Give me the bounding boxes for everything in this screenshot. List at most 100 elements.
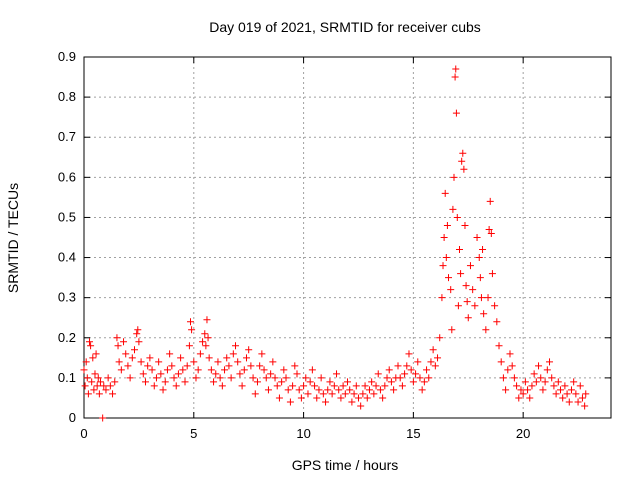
data-point bbox=[405, 350, 413, 358]
data-point bbox=[114, 342, 122, 350]
data-point bbox=[370, 390, 378, 398]
data-point bbox=[376, 386, 384, 394]
data-point bbox=[113, 334, 121, 342]
data-point bbox=[139, 370, 147, 378]
data-point bbox=[515, 394, 523, 402]
data-point bbox=[168, 362, 176, 370]
data-point bbox=[443, 221, 451, 229]
y-tick-label: 0.5 bbox=[58, 209, 76, 224]
data-point bbox=[210, 378, 218, 386]
data-point bbox=[552, 390, 560, 398]
data-point bbox=[251, 390, 259, 398]
data-point bbox=[319, 390, 327, 398]
data-point bbox=[346, 386, 354, 394]
data-point bbox=[431, 362, 439, 370]
data-point bbox=[81, 382, 89, 390]
data-point bbox=[582, 390, 590, 398]
data-point bbox=[204, 334, 212, 342]
data-point bbox=[275, 394, 283, 402]
data-point bbox=[216, 374, 224, 382]
y-axis-label: SRMTID / TECUs bbox=[5, 183, 21, 293]
data-point bbox=[475, 254, 483, 262]
data-point bbox=[172, 382, 180, 390]
data-point bbox=[157, 370, 165, 378]
data-point bbox=[333, 370, 341, 378]
data-point bbox=[390, 386, 398, 394]
data-point bbox=[412, 370, 420, 378]
data-point bbox=[365, 386, 373, 394]
data-point bbox=[460, 165, 468, 173]
data-point bbox=[122, 350, 130, 358]
data-point bbox=[317, 374, 325, 382]
data-point bbox=[440, 234, 448, 241]
data-point bbox=[221, 366, 229, 374]
data-point bbox=[559, 394, 567, 402]
data-point bbox=[313, 394, 321, 402]
data-point bbox=[374, 370, 382, 378]
data-point bbox=[491, 302, 499, 310]
data-point bbox=[120, 338, 128, 346]
data-point bbox=[90, 386, 98, 394]
data-point bbox=[510, 374, 518, 382]
data-point bbox=[109, 390, 117, 398]
data-point bbox=[473, 234, 481, 241]
data-point bbox=[85, 338, 93, 346]
data-point bbox=[394, 362, 402, 370]
data-point bbox=[508, 362, 516, 370]
data-point bbox=[442, 254, 450, 262]
data-point bbox=[466, 262, 474, 270]
data-point bbox=[134, 326, 142, 334]
data-point bbox=[194, 366, 202, 374]
data-point bbox=[578, 394, 586, 402]
data-point bbox=[267, 370, 275, 378]
data-point bbox=[398, 382, 406, 390]
data-point bbox=[458, 157, 466, 165]
data-point bbox=[513, 382, 521, 390]
data-point bbox=[256, 362, 264, 370]
data-point bbox=[401, 370, 409, 378]
data-point bbox=[284, 386, 292, 394]
data-point bbox=[229, 350, 237, 358]
data-point bbox=[487, 229, 495, 237]
data-point bbox=[429, 346, 437, 354]
data-point bbox=[133, 330, 141, 338]
data-point bbox=[447, 286, 455, 294]
data-point bbox=[381, 382, 389, 390]
data-point bbox=[141, 378, 149, 386]
data-point bbox=[155, 358, 163, 366]
data-point bbox=[202, 342, 210, 350]
data-point bbox=[462, 282, 470, 290]
data-point bbox=[379, 394, 387, 402]
data-point bbox=[541, 378, 549, 386]
data-point bbox=[469, 286, 477, 294]
x-axis-label: GPS time / hours bbox=[292, 457, 399, 473]
data-point bbox=[96, 378, 104, 386]
data-point bbox=[337, 394, 345, 402]
data-point bbox=[240, 366, 248, 374]
data-point bbox=[150, 382, 158, 390]
data-point bbox=[476, 274, 484, 282]
data-point bbox=[451, 73, 459, 81]
data-point bbox=[311, 382, 319, 390]
data-point bbox=[576, 382, 584, 390]
data-points bbox=[80, 65, 590, 422]
data-point bbox=[330, 382, 338, 390]
data-point bbox=[190, 358, 198, 366]
data-point bbox=[461, 221, 469, 229]
data-point bbox=[450, 173, 458, 181]
data-point bbox=[570, 378, 578, 386]
data-point bbox=[304, 390, 312, 398]
data-point bbox=[556, 386, 564, 394]
data-point bbox=[449, 205, 457, 213]
x-tick-label: 20 bbox=[516, 426, 530, 441]
data-point bbox=[247, 362, 255, 370]
data-point bbox=[161, 378, 169, 386]
data-point bbox=[100, 382, 108, 390]
data-point bbox=[179, 366, 187, 374]
data-point bbox=[495, 342, 503, 350]
data-point bbox=[457, 270, 465, 278]
data-point bbox=[278, 378, 286, 386]
y-tick-label: 0.7 bbox=[58, 129, 76, 144]
data-point bbox=[269, 358, 277, 366]
